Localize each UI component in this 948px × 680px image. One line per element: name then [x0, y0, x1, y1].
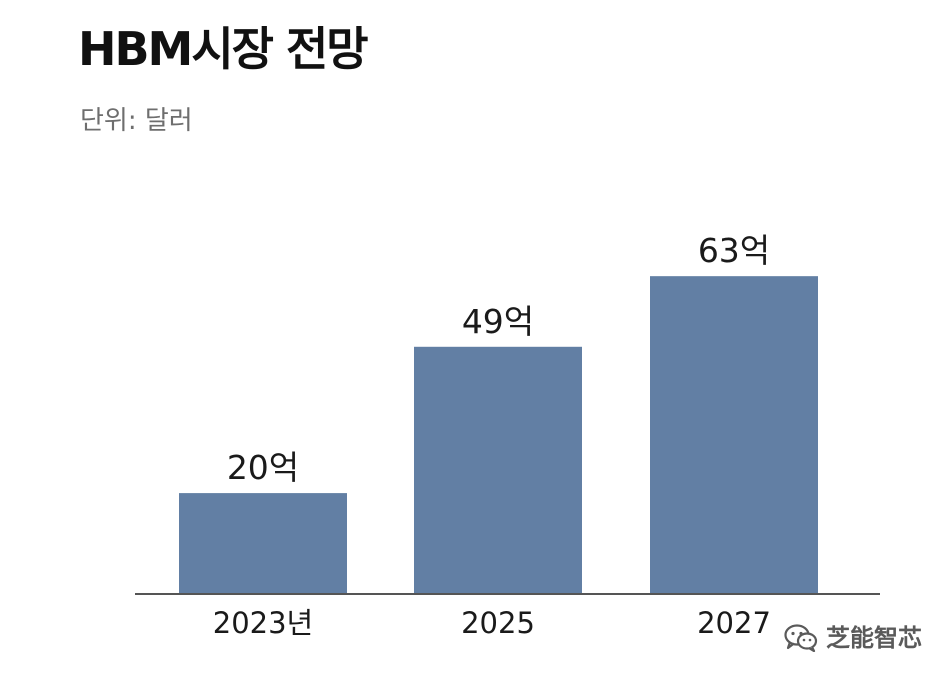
- value-labels-group: 20억 49억 63억: [227, 231, 770, 487]
- chart-title: HBM시장 전망: [78, 22, 369, 76]
- wechat-icon: [784, 624, 818, 652]
- bar-2: [414, 346, 582, 594]
- x-tick-label-3: 2027: [697, 606, 771, 640]
- bars-group: [179, 276, 818, 594]
- watermark: 芝能智芯: [784, 624, 922, 652]
- value-label-2: 49억: [462, 302, 534, 341]
- value-label-1: 20억: [227, 448, 299, 487]
- bar-3: [650, 276, 818, 594]
- x-tick-labels: 2023년 2025 2027: [213, 606, 771, 640]
- x-tick-label-1: 2023년: [213, 606, 313, 640]
- unit-label: 단위: 달러: [80, 106, 193, 136]
- x-tick-label-2: 2025: [461, 606, 535, 640]
- bar-1: [179, 493, 347, 594]
- value-label-3: 63억: [698, 231, 770, 270]
- watermark-text: 芝能智芯: [826, 624, 922, 652]
